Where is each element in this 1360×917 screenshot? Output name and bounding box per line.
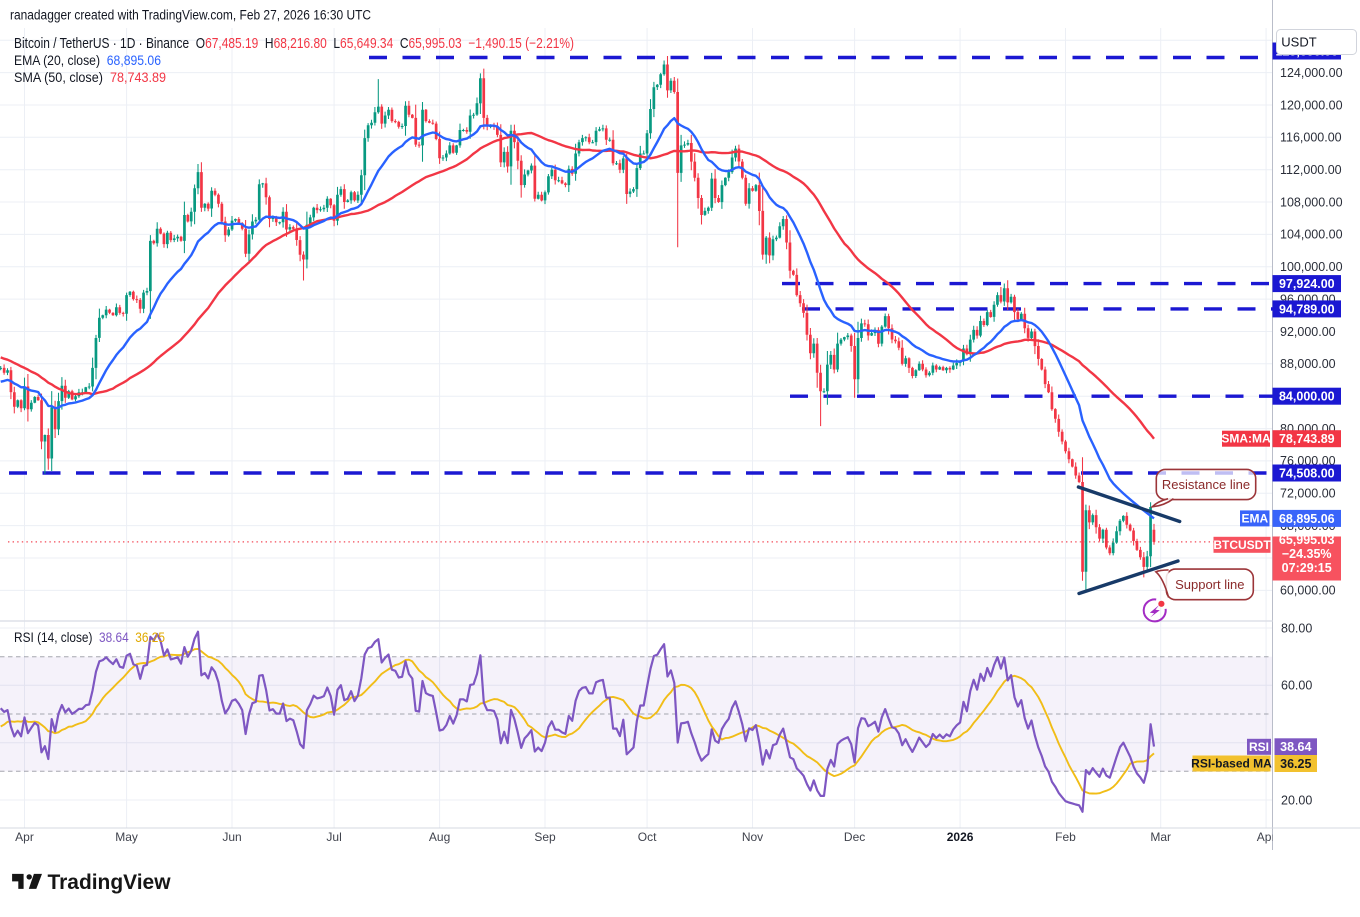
- svg-text:Sep: Sep: [534, 830, 556, 844]
- svg-text:124,000.00: 124,000.00: [1280, 66, 1343, 80]
- svg-text:RSI (14, close) 38.64 36.25: RSI (14, close) 38.64 36.25: [14, 630, 165, 645]
- svg-text:EMA: EMA: [1241, 511, 1268, 525]
- svg-text:ranadagger created with Tradin: ranadagger created with TradingView.com,…: [10, 8, 371, 23]
- svg-text:May: May: [115, 830, 138, 844]
- svg-text:116,000.00: 116,000.00: [1280, 131, 1342, 145]
- svg-text:74,508.00: 74,508.00: [1279, 466, 1335, 480]
- svg-text:Bitcoin / TetherUS · 1D · Bina: Bitcoin / TetherUS · 1D · Binance O67,48…: [14, 36, 574, 52]
- svg-text:Apr: Apr: [15, 830, 34, 844]
- svg-text:78,743.89: 78,743.89: [1279, 432, 1335, 446]
- svg-text:SMA:MA: SMA:MA: [1221, 432, 1271, 446]
- svg-text:07:29:15: 07:29:15: [1282, 561, 1332, 575]
- svg-text:Feb: Feb: [1055, 830, 1076, 844]
- svg-text:Dec: Dec: [844, 830, 865, 844]
- svg-text:120,000.00: 120,000.00: [1280, 98, 1343, 112]
- svg-text:97,924.00: 97,924.00: [1279, 277, 1335, 291]
- svg-text:Resistance line: Resistance line: [1162, 477, 1250, 492]
- svg-text:36.25: 36.25: [1280, 757, 1311, 771]
- svg-text:112,000.00: 112,000.00: [1280, 163, 1342, 177]
- svg-text:Support line: Support line: [1175, 577, 1244, 592]
- svg-text:2026: 2026: [947, 830, 974, 844]
- svg-text:92,000.00: 92,000.00: [1280, 325, 1336, 339]
- svg-text:Oct: Oct: [638, 830, 657, 844]
- svg-text:TradingView: TradingView: [48, 870, 171, 894]
- svg-text:Aug: Aug: [429, 830, 450, 844]
- svg-text:108,000.00: 108,000.00: [1280, 195, 1343, 209]
- svg-text:SMA (50, close) 78,743.89: SMA (50, close) 78,743.89: [14, 70, 166, 85]
- svg-text:80.00: 80.00: [1281, 621, 1312, 635]
- svg-text:84,000.00: 84,000.00: [1279, 390, 1335, 404]
- svg-text:60.00: 60.00: [1281, 679, 1312, 693]
- svg-text:Jul: Jul: [326, 830, 341, 844]
- svg-text:Nov: Nov: [742, 830, 763, 844]
- svg-text:94,789.00: 94,789.00: [1279, 302, 1335, 316]
- svg-text:104,000.00: 104,000.00: [1280, 228, 1343, 242]
- svg-text:68,895.06: 68,895.06: [1279, 512, 1335, 526]
- svg-text:RSI: RSI: [1249, 740, 1269, 754]
- svg-text:60,000.00: 60,000.00: [1280, 584, 1336, 598]
- svg-text:−24.35%: −24.35%: [1282, 547, 1332, 561]
- svg-text:Jun: Jun: [222, 830, 241, 844]
- svg-text:38.64: 38.64: [1280, 740, 1311, 754]
- svg-text:USDT: USDT: [1281, 35, 1316, 50]
- svg-text:Apr: Apr: [1257, 830, 1276, 844]
- svg-text:72,000.00: 72,000.00: [1280, 487, 1336, 501]
- svg-text:100,000.00: 100,000.00: [1280, 260, 1343, 274]
- svg-text:88,000.00: 88,000.00: [1280, 357, 1336, 371]
- svg-text:RSI-based MA: RSI-based MA: [1191, 757, 1272, 771]
- svg-text:EMA (20, close) 68,895.06: EMA (20, close) 68,895.06: [14, 53, 161, 68]
- svg-text:BTCUSDT: BTCUSDT: [1213, 538, 1271, 552]
- svg-text:65,995.03: 65,995.03: [1279, 533, 1335, 547]
- svg-text:20.00: 20.00: [1281, 793, 1312, 807]
- svg-text:Mar: Mar: [1150, 830, 1171, 844]
